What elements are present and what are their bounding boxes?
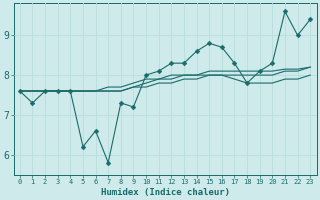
X-axis label: Humidex (Indice chaleur): Humidex (Indice chaleur) [100, 188, 229, 197]
